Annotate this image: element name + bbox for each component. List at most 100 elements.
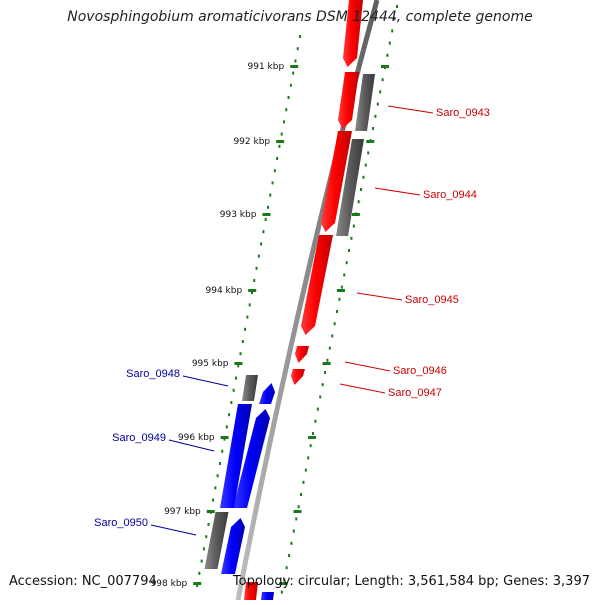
tick-label: 994 kbp	[206, 286, 243, 296]
scale-dot	[257, 254, 260, 258]
tick-mark-right	[336, 289, 345, 292]
scale-dot	[388, 41, 391, 45]
tick-mark-right	[351, 213, 360, 216]
scale-dot	[340, 285, 343, 289]
gap-block-right	[355, 74, 375, 131]
scale-dot	[221, 449, 224, 453]
accession-label: Accession: NC_007794	[9, 574, 157, 589]
scale-dot	[357, 200, 360, 204]
scale-dot	[348, 249, 351, 252]
scale-dot	[338, 297, 341, 301]
scale-dot	[292, 529, 295, 533]
gene-label-saro-0950: Saro_0950	[94, 517, 148, 529]
genome-title: Novosphingobium aromaticivorans DSM 1244…	[67, 9, 533, 25]
tick-label: 996 kbp	[178, 433, 215, 443]
scale-dot	[393, 17, 396, 21]
tick-mark-left	[290, 65, 299, 68]
scale-dot	[244, 327, 247, 331]
gene-features	[204, 0, 375, 600]
scale-dot	[228, 413, 231, 417]
gene-glyph-bottom	[261, 592, 274, 600]
scale-dot	[386, 53, 389, 57]
gene-glyph-left	[220, 404, 252, 508]
gene-glyph-saro-0943	[338, 72, 359, 129]
scale-dot	[345, 261, 348, 265]
scale-dot	[312, 432, 315, 435]
scale-dot	[324, 371, 327, 374]
scale-dot	[379, 90, 382, 94]
gene-labels: Saro_0943 Saro_0944 Saro_0945 Saro_0946 Saro…	[94, 105, 490, 536]
gene-glyph-saro-0947	[291, 369, 305, 385]
scale-dot	[264, 218, 267, 221]
scale-dot	[246, 315, 249, 319]
label-connector	[150, 524, 197, 536]
scale-dot	[316, 407, 319, 411]
tick-label: 995 kbp	[192, 359, 229, 369]
tick-mark-right	[279, 582, 288, 585]
scale-dot	[280, 132, 283, 136]
scale-dot	[200, 559, 203, 563]
label-connector	[387, 105, 434, 114]
scale-dot	[289, 83, 292, 87]
tick-mark-left	[193, 582, 202, 585]
scale-dot	[262, 230, 265, 234]
scale-dot	[314, 419, 317, 423]
scale-dot	[253, 279, 256, 282]
scale-ticks: 991 kbp 992 kbp 993 kbp 994 kbp 995 kbp 996 k…	[151, 62, 390, 589]
scale-dot	[214, 486, 217, 490]
tick-mark-left	[262, 213, 271, 216]
gene-label-saro-0946: Saro_0946	[393, 365, 447, 377]
genome-summary: Topology: circular; Length: 3,561,584 bp…	[232, 574, 590, 589]
scale-dot	[299, 35, 301, 38]
scale-dot	[250, 291, 253, 295]
scale-dot	[202, 547, 205, 551]
scale-dotted-lines	[196, 5, 399, 594]
tick-label: 992 kbp	[233, 137, 270, 147]
label-connector	[374, 187, 421, 196]
scale-dot	[196, 584, 199, 587]
tick-mark-left	[220, 436, 229, 439]
scale-dot	[290, 541, 293, 545]
tick-mark-right	[381, 65, 390, 68]
scale-dot	[230, 401, 233, 404]
scale-dot	[333, 322, 336, 326]
scale-dot	[232, 388, 235, 392]
label-connector	[182, 375, 229, 387]
scale-dot	[282, 120, 285, 124]
scale-dot	[336, 310, 339, 313]
scale-dot	[205, 535, 208, 539]
scale-dot	[223, 437, 226, 441]
gene-glyph-saro-0946	[295, 346, 309, 363]
scale-dot	[241, 340, 244, 343]
scale-dot	[285, 108, 288, 112]
tick-label: 993 kbp	[220, 210, 257, 220]
scale-dot	[273, 169, 276, 173]
gene-glyph-saro-0949	[233, 409, 270, 508]
tick-mark-right	[366, 140, 375, 143]
tick-label: 998 kbp	[151, 579, 188, 589]
scale-dot	[300, 493, 303, 496]
scale-dot	[248, 303, 251, 307]
tick-mark-left	[206, 510, 215, 513]
tick-mark-right	[322, 362, 331, 365]
scale-dot	[328, 346, 331, 350]
label-connector	[339, 383, 386, 394]
gene-label-saro-0949: Saro_0949	[112, 432, 166, 444]
scale-dot	[269, 193, 272, 197]
scale-dot	[374, 114, 377, 118]
scale-dot	[260, 242, 263, 246]
scale-dot	[216, 474, 219, 478]
scale-dot	[372, 127, 375, 130]
scale-dot	[321, 383, 324, 387]
gap-block-left	[204, 512, 229, 569]
scale-dot	[326, 358, 329, 362]
scale-dot	[381, 78, 384, 82]
scale-dot	[255, 266, 258, 270]
scale-dot	[234, 376, 237, 380]
label-connector	[344, 361, 391, 372]
scale-dot	[271, 181, 274, 185]
scale-dot	[287, 96, 290, 99]
scale-dot	[352, 224, 355, 228]
